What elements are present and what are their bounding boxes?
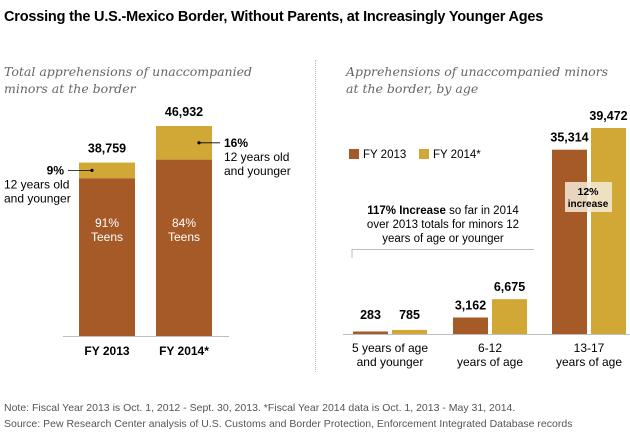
bar-teens-1 (156, 159, 212, 336)
category-label-1: FY 2014* (159, 344, 209, 358)
bar-fy2013-group-2 (552, 149, 587, 334)
legend-label-fy2013: FY 2013 (363, 149, 406, 161)
legend-swatch-fy2014 (419, 149, 429, 159)
young-increase-rest: so far in 2014 (446, 205, 519, 217)
teen-increase-pct: 12% (577, 186, 599, 198)
footer-source: Source: Pew Research Center analysis of … (4, 418, 573, 430)
bar-fy2013-group-1 (453, 317, 488, 334)
total-label-1: 46,932 (165, 105, 203, 119)
young-pct-label-0: 9% (47, 163, 65, 177)
panel-divider (315, 60, 316, 372)
category-label-line2-0: and younger (357, 355, 424, 369)
teens-pct-label-0: 91% (95, 216, 119, 230)
left-subtitle-line-2: minors at the border (4, 81, 136, 96)
value-label-fy2013-group-1: 3,162 (455, 298, 486, 312)
value-label-fy2014-group-2: 39,472 (589, 109, 627, 123)
teen-increase-label: increase (568, 199, 609, 210)
category-label-line1-1: 6-12 (478, 341, 502, 355)
bar-teens-0 (79, 178, 135, 336)
bar-young-0 (79, 162, 135, 179)
bar-fy2013-group-0 (353, 331, 388, 334)
legend-swatch-fy2013 (349, 149, 359, 159)
left-subtitle-line-1: Total apprehensions of unaccompanied (4, 64, 253, 79)
bar-fy2014-group-2 (591, 128, 626, 334)
category-label-0: FY 2013 (84, 344, 129, 358)
category-label-line2-1: years of age (457, 355, 523, 369)
left-chart-subtitle: Total apprehensions of unaccompanied min… (4, 63, 252, 97)
legend-label-fy2014: FY 2014* (433, 149, 481, 161)
young-increase-bracket (351, 249, 534, 258)
right-chart-subtitle: Apprehensions of unaccompanied minors at… (346, 63, 608, 97)
value-label-fy2014-group-0: 785 (399, 308, 420, 322)
young-increase-line-2: over 2013 totals for minors 12 (367, 219, 519, 231)
bar-fy2014-group-0 (392, 329, 427, 334)
value-label-fy2014-group-1: 6,675 (494, 280, 525, 294)
young-sublabel-1b: and younger (224, 164, 291, 178)
teen-increase-box (565, 182, 612, 212)
category-label-line1-0: 5 years of age (352, 341, 428, 355)
value-label-fy2013-group-2: 35,314 (550, 131, 588, 145)
young-increase-line-1: 117% Increase so far in 2014 (367, 205, 519, 217)
total-label-0: 38,759 (88, 142, 126, 156)
category-label-line1-2: 13-17 (574, 341, 605, 355)
right-subtitle-line-2: at the border, by age (346, 81, 479, 96)
bar-fy2014-group-1 (492, 299, 527, 334)
teens-sublabel-0: Teens (91, 230, 123, 244)
value-label-fy2013-group-0: 283 (360, 308, 381, 322)
young-sublabel-0a: 12 years old (4, 177, 69, 191)
footer-note: Note: Fiscal Year 2013 is Oct. 1, 2012 -… (4, 402, 516, 414)
young-sublabel-0b: and younger (4, 191, 71, 205)
chart-title: Crossing the U.S.-Mexico Border, Without… (4, 9, 544, 25)
right-subtitle-line-1: Apprehensions of unaccompanied minors (346, 64, 609, 79)
young-sublabel-1a: 12 years old (224, 150, 289, 164)
young-increase-line-3: years of age or younger (382, 233, 504, 245)
young-pct-label-1: 16% (224, 136, 248, 150)
young-increase-bold: 117% Increase (367, 205, 446, 217)
teens-pct-label-1: 84% (172, 216, 196, 230)
category-label-line2-2: years of age (556, 355, 622, 369)
teens-sublabel-1: Teens (168, 230, 200, 244)
footer-notes: Note: Fiscal Year 2013 is Oct. 1, 2012 -… (4, 400, 572, 432)
